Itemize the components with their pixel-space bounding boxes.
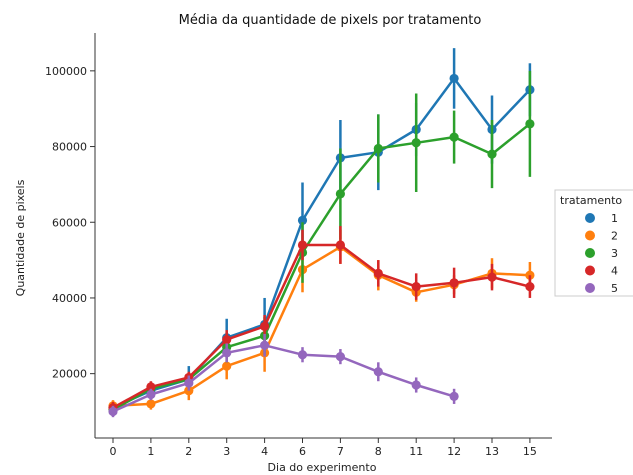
data-point xyxy=(373,268,383,278)
data-point xyxy=(335,240,345,250)
series-line-5 xyxy=(112,344,455,413)
data-point xyxy=(260,340,270,350)
data-point xyxy=(222,361,232,371)
legend-marker-5 xyxy=(585,283,595,293)
legend-box xyxy=(554,189,633,297)
legend-label-5: 5 xyxy=(611,282,618,295)
data-point xyxy=(449,132,459,142)
data-point xyxy=(449,73,459,84)
legend-label-4: 4 xyxy=(611,265,618,278)
legend-items: 1 2 3 4 5 xyxy=(585,212,618,295)
axes xyxy=(94,33,552,439)
data-point xyxy=(449,278,459,288)
y-axis-title: Quantidade de pixels xyxy=(14,179,27,296)
data-point xyxy=(487,149,497,159)
y-ticks: 20000 40000 60000 80000 100000 xyxy=(45,65,95,381)
data-point xyxy=(222,334,232,345)
data-point xyxy=(335,189,345,199)
x-tick-label: 3 xyxy=(223,445,230,458)
data-point xyxy=(260,321,270,331)
data-point xyxy=(146,399,156,409)
legend-label-3: 3 xyxy=(611,247,618,260)
x-tick-label: 6 xyxy=(299,445,306,458)
chart-title: Média da quantidade de pixels por tratam… xyxy=(179,13,482,28)
series-line-1 xyxy=(112,77,531,409)
data-point xyxy=(411,281,421,292)
legend-marker-4 xyxy=(585,265,595,276)
x-tick-label: 13 xyxy=(485,445,499,458)
y-tick-label: 20000 xyxy=(52,368,87,381)
data-point xyxy=(335,352,345,362)
series-5 xyxy=(108,333,459,418)
x-tick-label: 2 xyxy=(185,445,192,458)
series-line-3 xyxy=(112,122,531,411)
data-point xyxy=(411,380,421,390)
data-point xyxy=(184,378,194,388)
legend-marker-1 xyxy=(585,213,595,223)
y-tick-label: 100000 xyxy=(45,65,87,78)
legend: tratamento 1 2 3 4 5 xyxy=(554,189,633,297)
x-tick-label: 1 xyxy=(147,445,154,458)
data-point xyxy=(146,382,156,392)
data-point xyxy=(411,138,421,148)
x-tick-label: 12 xyxy=(447,445,461,458)
legend-marker-2 xyxy=(585,230,595,241)
x-tick-label: 11 xyxy=(409,445,423,458)
series-1 xyxy=(108,48,535,414)
x-tick-label: 0 xyxy=(110,445,117,458)
data-point xyxy=(297,215,308,225)
y-tick-label: 60000 xyxy=(52,216,87,229)
data-point xyxy=(373,367,383,377)
x-tick-label: 4 xyxy=(261,445,268,458)
legend-label-1: 1 xyxy=(611,212,618,225)
series-4 xyxy=(108,226,535,414)
y-tick-label: 80000 xyxy=(52,141,87,154)
series-line-4 xyxy=(112,243,531,409)
data-point xyxy=(222,348,232,358)
legend-label-2: 2 xyxy=(611,230,618,243)
data-point xyxy=(297,350,308,360)
data-point xyxy=(108,406,118,417)
data-point xyxy=(487,272,497,282)
plot-series xyxy=(108,48,535,418)
legend-title: tratamento xyxy=(560,194,622,207)
data-point xyxy=(373,143,383,154)
x-axis-title: Dia do experimento xyxy=(268,461,377,474)
legend-marker-3 xyxy=(585,248,595,258)
data-point xyxy=(297,240,308,250)
y-tick-label: 40000 xyxy=(52,292,87,305)
data-point xyxy=(146,389,156,400)
series-3 xyxy=(108,70,535,416)
data-point xyxy=(449,391,459,401)
x-tick-label: 15 xyxy=(523,445,537,458)
data-point xyxy=(525,119,535,129)
x-tick-label: 8 xyxy=(375,445,382,458)
data-point xyxy=(525,281,535,292)
x-ticks: 0 1 2 3 4 6 7 8 11 12 13 15 xyxy=(110,438,537,458)
x-tick-label: 7 xyxy=(337,445,344,458)
